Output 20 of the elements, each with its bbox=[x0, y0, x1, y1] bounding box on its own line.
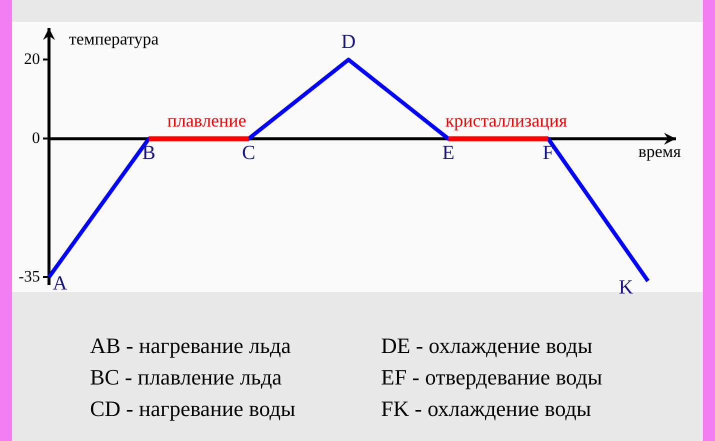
text: AB - нагревание льда bbox=[90, 332, 292, 358]
text: CD - нагревание воды bbox=[90, 396, 296, 421]
text: BC - плавление льда bbox=[90, 364, 282, 390]
text: DE - охлаждение воды bbox=[381, 332, 593, 358]
x-tick-label: C bbox=[242, 142, 256, 164]
x-tick-label: K bbox=[618, 276, 634, 298]
y-axis-title: температура bbox=[69, 29, 160, 48]
y-tick-label: -35 bbox=[18, 268, 40, 286]
series-label: плавление bbox=[167, 110, 246, 131]
y-tick-label: 0 bbox=[32, 130, 40, 147]
x-tick-label: A bbox=[52, 272, 68, 294]
text: EF - отвердевание воды bbox=[381, 364, 602, 390]
series-label: кристаллизация bbox=[445, 110, 568, 131]
x-tick-label: B bbox=[142, 142, 156, 164]
x-tick-label: E bbox=[442, 142, 454, 164]
y-tick-label: 20 bbox=[24, 50, 40, 68]
x-tick-label: F bbox=[542, 142, 554, 164]
x-axis-title: время bbox=[638, 142, 682, 162]
text: FK - охлаждение воды bbox=[381, 396, 592, 421]
x-tick-label: D bbox=[341, 30, 356, 53]
